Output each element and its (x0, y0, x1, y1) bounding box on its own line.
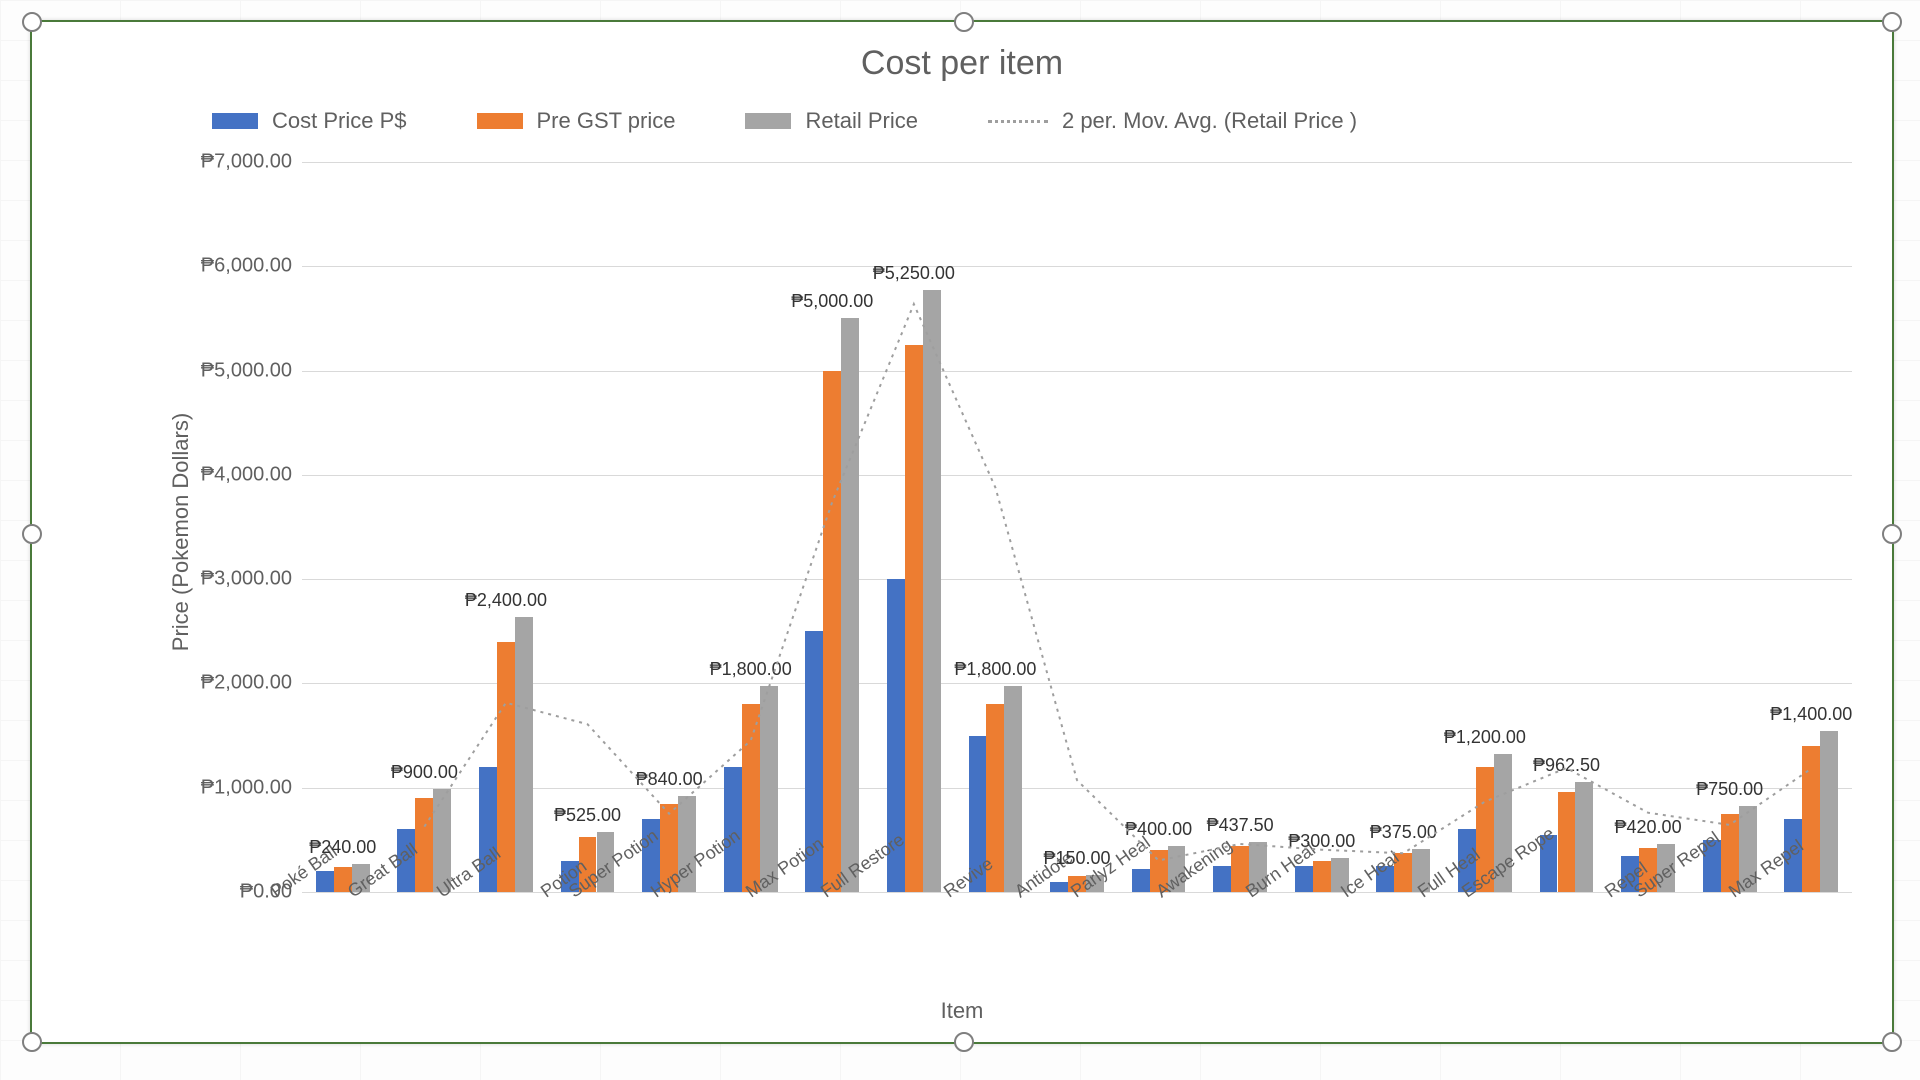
resize-handle-mid-left[interactable] (22, 524, 42, 544)
resize-handle-bottom-left[interactable] (22, 1032, 42, 1052)
legend-item-retail[interactable]: Retail Price (745, 108, 917, 134)
data-label: ₱420.00 (1615, 817, 1682, 838)
gridline (302, 683, 1852, 684)
resize-handle-top-center[interactable] (954, 12, 974, 32)
bar-pre-gst-price[interactable] (1802, 746, 1820, 892)
resize-handle-bottom-right[interactable] (1882, 1032, 1902, 1052)
data-label: ₱900.00 (391, 762, 458, 783)
legend-item-pre-gst[interactable]: Pre GST price (477, 108, 676, 134)
legend-swatch-line (988, 120, 1048, 123)
bar-pre-gst-price[interactable] (1558, 792, 1576, 892)
y-tick-label: ₱6,000.00 (182, 255, 292, 278)
bar-pre-gst-price[interactable] (742, 704, 760, 892)
gridline (302, 162, 1852, 163)
data-label: ₱750.00 (1696, 779, 1763, 800)
bar-pre-gst-price[interactable] (415, 798, 433, 892)
x-axis-label: Item (32, 998, 1892, 1024)
legend-label: 2 per. Mov. Avg. (Retail Price ) (1062, 108, 1357, 134)
y-tick-label: ₱1,000.00 (182, 776, 292, 799)
legend-item-cost[interactable]: Cost Price P$ (212, 108, 407, 134)
bar-pre-gst-price[interactable] (905, 345, 923, 893)
resize-handle-top-right[interactable] (1882, 12, 1902, 32)
gridline (302, 475, 1852, 476)
legend-item-trend[interactable]: 2 per. Mov. Avg. (Retail Price ) (988, 108, 1357, 134)
data-label: ₱5,250.00 (873, 263, 955, 284)
bar-retail-price[interactable] (1575, 782, 1593, 892)
gridline (302, 371, 1852, 372)
gridline (302, 266, 1852, 267)
bar-retail-price[interactable] (1820, 731, 1838, 892)
data-label: ₱300.00 (1288, 831, 1355, 852)
trendline (302, 162, 1852, 892)
bar-pre-gst-price[interactable] (1313, 861, 1331, 892)
data-label: ₱1,800.00 (710, 659, 792, 680)
data-label: ₱1,800.00 (954, 659, 1036, 680)
bar-cost-price-p-[interactable] (1213, 866, 1231, 892)
chart-frame[interactable]: Cost per item Cost Price P$ Pre GST pric… (30, 20, 1894, 1044)
bar-retail-price[interactable] (1004, 686, 1022, 892)
resize-handle-bottom-center[interactable] (954, 1032, 974, 1052)
gridline (302, 579, 1852, 580)
legend-label: Retail Price (805, 108, 917, 134)
plot-area[interactable]: ₱0.00₱1,000.00₱2,000.00₱3,000.00₱4,000.0… (182, 162, 1852, 892)
gridline (302, 788, 1852, 789)
bar-pre-gst-price[interactable] (823, 371, 841, 892)
y-tick-label: ₱2,000.00 (182, 672, 292, 695)
y-tick-label: ₱7,000.00 (182, 151, 292, 174)
legend-label: Pre GST price (537, 108, 676, 134)
chart-legend[interactable]: Cost Price P$ Pre GST price Retail Price… (212, 108, 1832, 134)
data-label: ₱400.00 (1125, 819, 1192, 840)
y-tick-label: ₱5,000.00 (182, 359, 292, 382)
legend-swatch (477, 113, 523, 129)
chart-title: Cost per item (32, 44, 1892, 83)
resize-handle-top-left[interactable] (22, 12, 42, 32)
bar-cost-price-p-[interactable] (1132, 869, 1150, 892)
bar-cost-price-p-[interactable] (1050, 882, 1068, 892)
data-label: ₱5,000.00 (791, 291, 873, 312)
bar-retail-price[interactable] (515, 617, 533, 892)
y-tick-label: ₱3,000.00 (182, 568, 292, 591)
data-label: ₱2,400.00 (465, 590, 547, 611)
data-label: ₱840.00 (636, 769, 703, 790)
data-label: ₱1,200.00 (1444, 727, 1526, 748)
y-tick-label: ₱4,000.00 (182, 463, 292, 486)
data-label: ₱240.00 (309, 837, 376, 858)
legend-label: Cost Price P$ (272, 108, 407, 134)
data-label: ₱375.00 (1370, 822, 1437, 843)
data-label: ₱525.00 (554, 805, 621, 826)
resize-handle-mid-right[interactable] (1882, 524, 1902, 544)
data-label: ₱1,400.00 (1770, 704, 1852, 725)
bar-retail-price[interactable] (923, 290, 941, 892)
legend-swatch (212, 113, 258, 129)
data-label: ₱437.50 (1207, 815, 1274, 836)
data-label: ₱962.50 (1533, 755, 1600, 776)
legend-swatch (745, 113, 791, 129)
bar-retail-price[interactable] (841, 318, 859, 892)
